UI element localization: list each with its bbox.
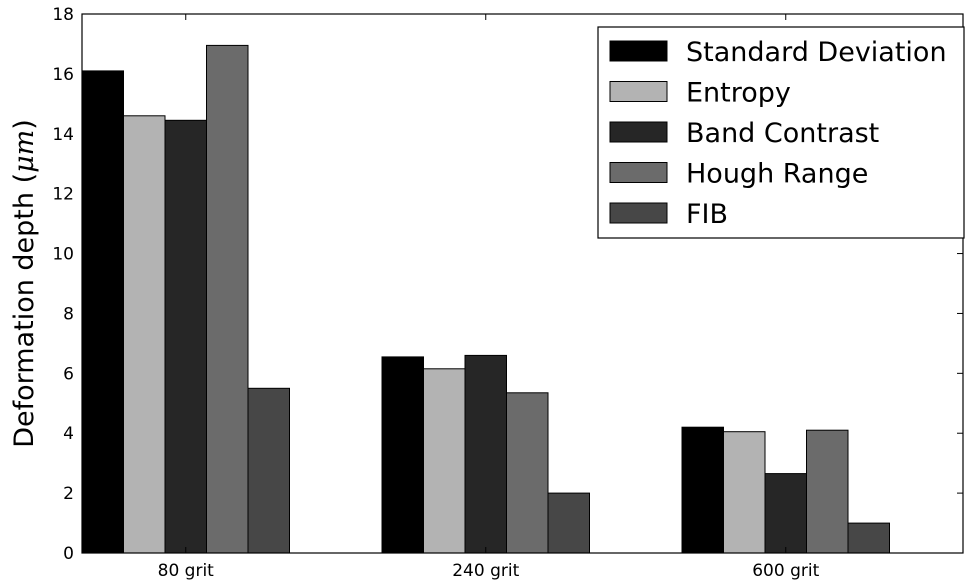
- bar-standard-deviation-240-grit: [381, 356, 424, 554]
- y-axis-label-unit: μm: [9, 130, 40, 173]
- bar-fib-80-grit: [247, 387, 290, 554]
- bar-fib-240-grit: [547, 492, 590, 554]
- y-axis-label: Deformation depth (μm): [9, 119, 40, 448]
- bar-band-contrast-240-grit: [464, 354, 507, 554]
- legend-swatch-fib: [609, 202, 668, 224]
- legend: Standard Deviation Entropy Band Contrast Ho…: [597, 26, 965, 239]
- legend-label-hough-range: Hough Range: [686, 159, 868, 190]
- bar-hough-range-80-grit: [206, 44, 249, 554]
- y-tick-label: 0: [63, 544, 74, 564]
- x-tick-label: 80 grit: [158, 561, 215, 581]
- x-tick-label: 600 grit: [752, 561, 819, 581]
- bars: [81, 44, 890, 554]
- y-tick-label: 18: [52, 5, 74, 25]
- y-tick-label: 16: [52, 65, 74, 85]
- legend-swatch-standard-deviation: [609, 40, 668, 62]
- legend-label-fib: FIB: [686, 199, 728, 230]
- y-tick-label: 4: [63, 424, 74, 444]
- plot-frame: [81, 13, 964, 554]
- legend-swatch-entropy: [609, 81, 668, 102]
- legend-swatch-hough-range: [609, 162, 668, 183]
- bar-entropy-80-grit: [123, 115, 166, 554]
- bar-entropy-600-grit: [723, 431, 766, 554]
- y-tick-labels: 0 2 4 6 8 10 12 14 16 18: [52, 5, 74, 564]
- legend-label-entropy: Entropy: [686, 78, 791, 109]
- bar-standard-deviation-80-grit: [81, 70, 124, 554]
- y-tick-label: 2: [63, 484, 74, 504]
- bar-hough-range-240-grit: [506, 392, 549, 554]
- y-tick-label: 10: [52, 245, 74, 265]
- y-tick-label: 8: [63, 304, 74, 324]
- legend-entries: Standard Deviation Entropy Band Contrast Ho…: [609, 37, 947, 230]
- legend-swatch-band-contrast: [609, 121, 668, 143]
- bar-entropy-240-grit: [423, 368, 466, 554]
- y-tick-label: 14: [52, 125, 74, 145]
- y-tick-label: 6: [63, 364, 74, 384]
- x-tick-labels: 80 grit 240 grit 600 grit: [158, 561, 820, 581]
- legend-label-standard-deviation: Standard Deviation: [686, 37, 947, 68]
- bar-hough-range-600-grit: [806, 429, 849, 554]
- y-tick-label: 12: [52, 185, 74, 205]
- y-axis-label-text: Deformation depth (: [9, 173, 40, 448]
- bar-band-contrast-80-grit: [164, 119, 207, 554]
- bar-fib-600-grit: [847, 522, 890, 554]
- legend-label-band-contrast: Band Contrast: [686, 118, 879, 149]
- bar-band-contrast-600-grit: [764, 473, 807, 554]
- y-axis-label-close: ): [9, 119, 40, 130]
- bar-standard-deviation-600-grit: [681, 426, 724, 554]
- x-tick-label: 240 grit: [452, 561, 519, 581]
